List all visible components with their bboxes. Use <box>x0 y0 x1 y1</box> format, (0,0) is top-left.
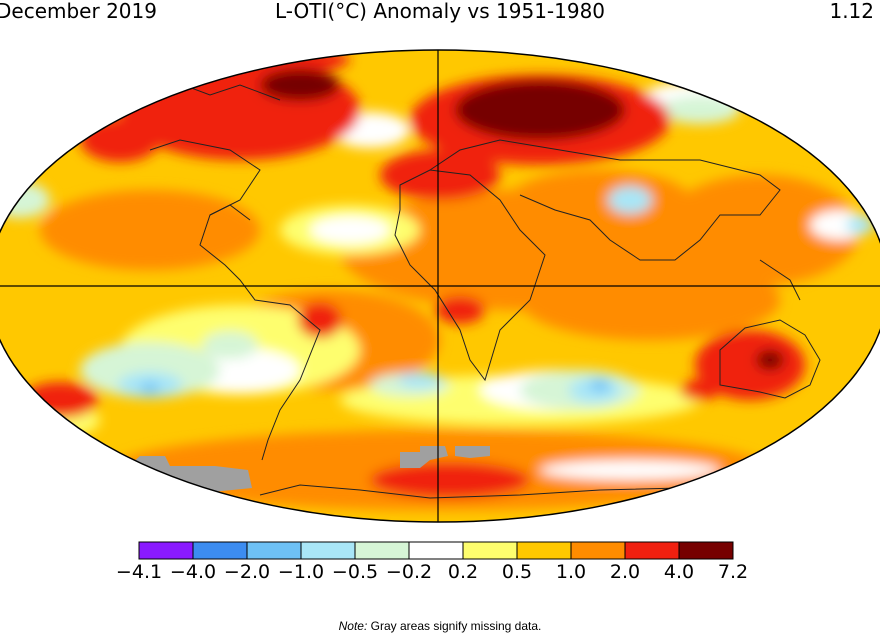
scale-tick-label: 1.0 <box>555 561 587 583</box>
color-bin-7 <box>516 541 572 560</box>
scale-tick-label: −2.0 <box>223 561 271 583</box>
global-mean-value: 1.12 <box>829 0 874 23</box>
map-border <box>0 49 880 523</box>
note-text: Gray areas signify missing data. <box>367 619 542 633</box>
world-anomaly-map <box>0 49 880 523</box>
scale-tick-label: 0.2 <box>447 561 479 583</box>
note-label: Note: <box>338 619 368 633</box>
scale-tick-label: 4.0 <box>663 561 695 583</box>
color-scale-ticks: −4.1 −4.0 −2.0 −1.0 −0.5 −0.2 0.2 0.5 1.0 2.0 4.0 7… <box>0 561 880 587</box>
scale-tick-label: 7.2 <box>717 561 749 583</box>
color-bin-1 <box>192 541 248 560</box>
scale-tick-label: −4.1 <box>115 561 163 583</box>
missing-data-note: Note: Gray areas signify missing data. <box>0 619 880 633</box>
scale-tick-label: −4.0 <box>169 561 217 583</box>
color-bin-4 <box>354 541 410 560</box>
color-bin-10 <box>678 541 734 560</box>
color-bin-0 <box>138 541 194 560</box>
scale-tick-label: −0.5 <box>331 561 379 583</box>
color-bin-2 <box>246 541 302 560</box>
color-bin-5 <box>408 541 464 560</box>
coastlines <box>129 79 821 499</box>
scale-tick-label: 2.0 <box>609 561 641 583</box>
map-date: December 2019 <box>0 0 157 23</box>
scale-tick-label: −0.2 <box>385 561 433 583</box>
map-title: L-OTI(°C) Anomaly vs 1951-1980 <box>274 0 606 23</box>
color-bin-9 <box>624 541 680 560</box>
color-scale-bar <box>138 541 734 560</box>
color-bin-3 <box>300 541 356 560</box>
scale-tick-label: 0.5 <box>501 561 533 583</box>
color-bin-8 <box>570 541 626 560</box>
scale-tick-label: −1.0 <box>277 561 325 583</box>
color-bin-6 <box>462 541 518 560</box>
